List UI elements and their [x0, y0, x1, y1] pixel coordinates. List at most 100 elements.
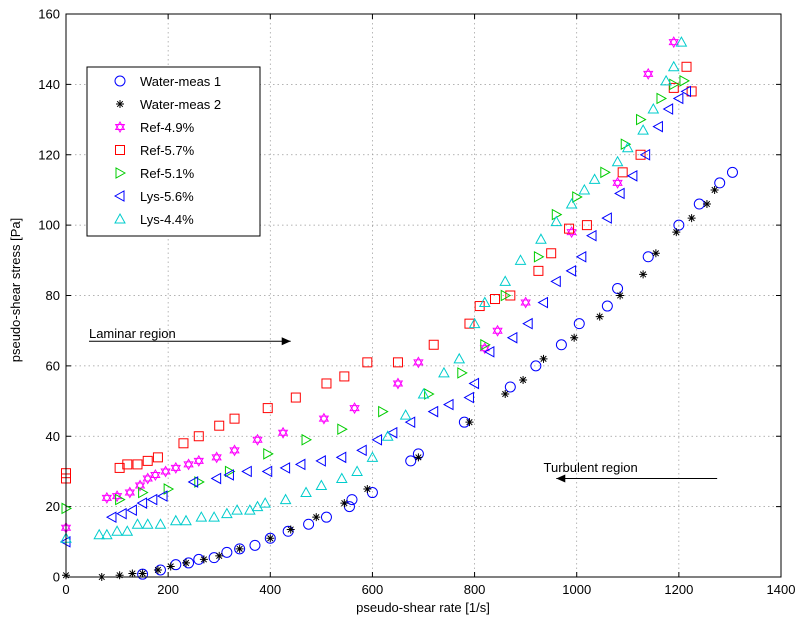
series-2 — [60, 36, 679, 534]
data-point — [639, 270, 648, 279]
data-point — [182, 558, 191, 567]
data-point — [621, 141, 634, 153]
data-point — [122, 459, 133, 470]
x-tick-label: 400 — [259, 582, 281, 597]
data-point — [681, 61, 692, 72]
data-point — [221, 507, 233, 519]
data-point — [121, 525, 134, 536]
data-point — [443, 398, 454, 411]
data-point — [142, 455, 153, 466]
data-point — [714, 177, 726, 189]
legend-item: Ref-4.9% — [114, 120, 195, 135]
data-point — [187, 476, 199, 488]
data-point — [413, 356, 424, 369]
data-point — [586, 229, 597, 242]
data-point — [550, 215, 563, 227]
data-point — [170, 461, 182, 474]
legend-marker — [116, 100, 124, 108]
data-point — [195, 511, 208, 522]
data-point — [315, 479, 328, 491]
data-point — [642, 251, 654, 263]
data-point — [249, 539, 261, 551]
y-tick-label: 120 — [38, 147, 60, 162]
data-point — [680, 85, 692, 98]
data-point — [635, 149, 646, 160]
legend-label: Lys-5.6% — [140, 189, 194, 204]
data-point — [208, 511, 220, 522]
data-point — [427, 405, 439, 418]
data-point — [533, 250, 545, 263]
y-tick-labels: 0 20 40 60 80 100 120 140 160 — [38, 7, 60, 585]
data-point — [163, 483, 175, 495]
data-point — [132, 459, 143, 470]
data-point — [550, 275, 561, 288]
data-point — [320, 511, 332, 523]
data-point — [101, 528, 113, 540]
data-point — [115, 571, 124, 580]
x-tick-label: 1000 — [562, 582, 591, 597]
data-point — [546, 248, 557, 259]
data-point — [601, 300, 613, 312]
data-point — [142, 472, 153, 485]
legend-item: Lys-5.6% — [113, 189, 194, 204]
data-point — [318, 412, 330, 425]
data-point — [595, 312, 604, 321]
data-point — [128, 569, 137, 578]
data-point — [600, 166, 611, 179]
data-point — [565, 265, 577, 277]
data-point — [194, 476, 205, 488]
data-point — [575, 250, 587, 263]
data-point — [636, 113, 647, 126]
data-point — [252, 433, 263, 446]
legend-item: Water-meas 1 — [114, 74, 221, 89]
data-point — [572, 191, 583, 203]
data-point — [259, 497, 272, 508]
data-point — [378, 405, 389, 418]
data-point — [668, 36, 679, 49]
data-point — [662, 103, 674, 115]
data-point — [337, 423, 348, 436]
data-point — [154, 518, 167, 529]
data-point — [301, 433, 313, 446]
data-point — [199, 555, 208, 564]
data-point — [675, 36, 688, 47]
annotation-arrowhead — [556, 474, 566, 483]
data-point — [131, 518, 144, 529]
data-point — [726, 166, 738, 178]
data-point — [241, 465, 252, 478]
data-point — [483, 345, 495, 358]
data-point — [399, 409, 412, 420]
data-layer — [59, 36, 738, 581]
y-tick-label: 60 — [46, 358, 60, 373]
data-point — [101, 491, 113, 504]
y-tick-label: 0 — [53, 570, 60, 585]
data-point — [381, 430, 394, 441]
data-point — [234, 543, 246, 555]
data-point — [601, 212, 612, 224]
legend-marker — [115, 167, 127, 179]
data-point — [235, 544, 244, 553]
data-point — [468, 317, 481, 329]
data-point — [672, 92, 684, 105]
data-point — [581, 220, 592, 231]
y-tick-label: 100 — [38, 218, 60, 233]
data-point — [115, 493, 126, 506]
data-point — [490, 294, 500, 305]
data-point — [153, 565, 162, 574]
data-point — [294, 458, 306, 471]
data-point — [616, 291, 625, 300]
data-point — [286, 525, 295, 534]
y-axis-label: pseudo-shear stress [Pa] — [8, 218, 23, 363]
data-point — [453, 352, 466, 364]
legend-label: Ref-5.1% — [140, 166, 195, 181]
legend-label: Lys-4.4% — [140, 212, 194, 227]
legend-marker — [114, 75, 126, 87]
data-point — [210, 472, 222, 485]
x-tick-label: 200 — [157, 582, 179, 597]
data-point — [180, 514, 192, 526]
data-point — [687, 214, 696, 223]
annotation-label: Laminar region — [89, 326, 176, 341]
data-point — [111, 490, 123, 503]
data-point — [457, 367, 468, 379]
